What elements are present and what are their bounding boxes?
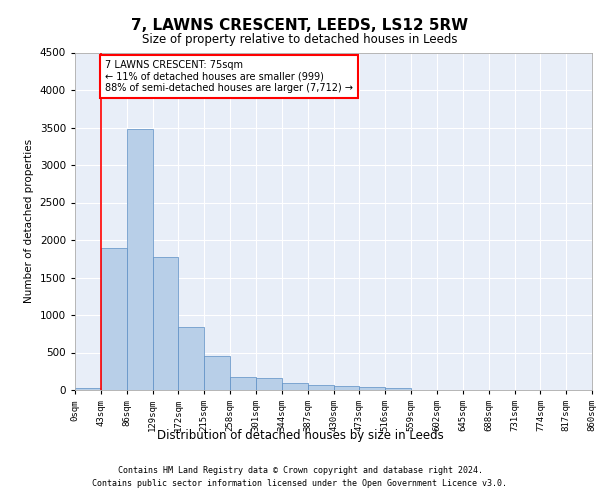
Y-axis label: Number of detached properties: Number of detached properties bbox=[24, 139, 34, 304]
Bar bbox=[230, 377, 256, 390]
Text: 7 LAWNS CRESCENT: 75sqm
← 11% of detached houses are smaller (999)
88% of semi-d: 7 LAWNS CRESCENT: 75sqm ← 11% of detache… bbox=[105, 60, 353, 93]
Bar bbox=[101, 248, 127, 390]
Bar bbox=[282, 383, 308, 390]
Text: Distribution of detached houses by size in Leeds: Distribution of detached houses by size … bbox=[157, 430, 443, 442]
Bar bbox=[308, 385, 334, 390]
Bar bbox=[359, 387, 385, 390]
Bar bbox=[256, 378, 282, 390]
Bar bbox=[334, 386, 359, 390]
Bar bbox=[127, 129, 152, 390]
Bar bbox=[178, 327, 204, 390]
Text: 7, LAWNS CRESCENT, LEEDS, LS12 5RW: 7, LAWNS CRESCENT, LEEDS, LS12 5RW bbox=[131, 18, 469, 32]
Bar bbox=[75, 388, 101, 390]
Bar bbox=[204, 356, 230, 390]
Text: Size of property relative to detached houses in Leeds: Size of property relative to detached ho… bbox=[142, 32, 458, 46]
Bar bbox=[385, 388, 411, 390]
Bar bbox=[152, 257, 178, 390]
Text: Contains HM Land Registry data © Crown copyright and database right 2024.
Contai: Contains HM Land Registry data © Crown c… bbox=[92, 466, 508, 487]
